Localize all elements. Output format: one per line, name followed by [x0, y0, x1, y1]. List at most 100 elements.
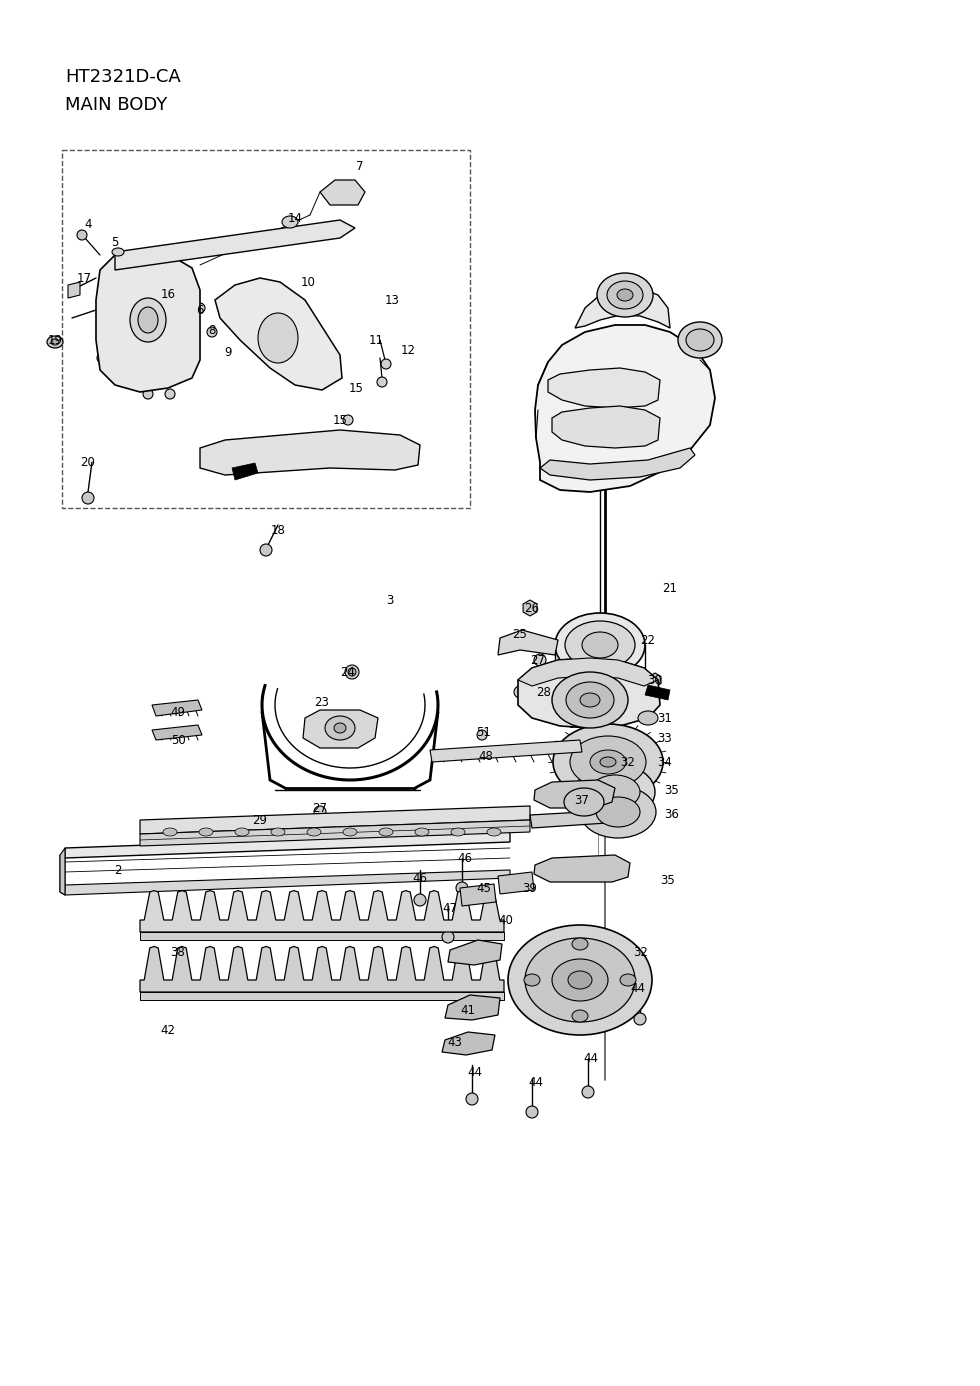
Polygon shape [649, 674, 662, 687]
Text: 31: 31 [658, 711, 672, 725]
Polygon shape [140, 821, 530, 845]
Polygon shape [575, 288, 670, 328]
Text: MAIN BODY: MAIN BODY [65, 96, 168, 114]
Ellipse shape [622, 696, 630, 704]
Ellipse shape [334, 723, 346, 733]
Text: 3: 3 [386, 593, 394, 607]
Ellipse shape [555, 613, 645, 676]
Ellipse shape [590, 750, 626, 773]
Ellipse shape [466, 1094, 478, 1105]
Text: 40: 40 [499, 913, 514, 926]
Text: 35: 35 [664, 783, 679, 797]
Ellipse shape [343, 414, 353, 426]
Polygon shape [630, 764, 642, 778]
Text: 12: 12 [401, 344, 416, 356]
Text: 16: 16 [161, 288, 175, 302]
Polygon shape [140, 891, 504, 931]
Ellipse shape [163, 827, 177, 836]
Ellipse shape [617, 290, 633, 301]
Ellipse shape [580, 786, 656, 839]
Polygon shape [530, 809, 622, 827]
Ellipse shape [552, 672, 628, 728]
Text: 50: 50 [171, 733, 185, 747]
Polygon shape [96, 249, 200, 392]
Text: 13: 13 [384, 294, 400, 306]
Ellipse shape [590, 775, 640, 809]
Ellipse shape [163, 292, 173, 304]
Polygon shape [303, 710, 378, 748]
Polygon shape [645, 685, 670, 700]
Ellipse shape [379, 827, 393, 836]
Ellipse shape [260, 543, 272, 556]
Ellipse shape [415, 827, 429, 836]
Ellipse shape [130, 298, 166, 342]
Text: 33: 33 [658, 732, 672, 744]
Text: 48: 48 [478, 750, 494, 762]
Text: 21: 21 [662, 582, 677, 595]
Ellipse shape [235, 827, 249, 836]
Ellipse shape [550, 696, 558, 704]
Ellipse shape [82, 492, 94, 505]
Ellipse shape [199, 827, 213, 836]
Text: 14: 14 [287, 212, 303, 225]
Text: 49: 49 [171, 705, 185, 718]
Ellipse shape [604, 719, 612, 728]
Text: 35: 35 [661, 873, 675, 887]
Ellipse shape [678, 322, 722, 358]
Ellipse shape [572, 1010, 588, 1021]
Polygon shape [498, 872, 534, 894]
Ellipse shape [553, 723, 663, 800]
Text: 39: 39 [522, 881, 537, 894]
Polygon shape [534, 855, 630, 881]
Text: 19: 19 [47, 334, 63, 346]
Polygon shape [140, 947, 504, 992]
Ellipse shape [607, 281, 643, 309]
Ellipse shape [575, 764, 655, 821]
Ellipse shape [572, 938, 588, 949]
Text: 9: 9 [224, 345, 231, 359]
Ellipse shape [568, 672, 576, 681]
Ellipse shape [570, 736, 646, 789]
Text: 30: 30 [648, 674, 662, 686]
Ellipse shape [143, 389, 153, 399]
Ellipse shape [596, 797, 640, 827]
Ellipse shape [526, 1106, 538, 1119]
Ellipse shape [51, 340, 59, 345]
Text: 25: 25 [513, 628, 527, 642]
Ellipse shape [377, 377, 387, 387]
Ellipse shape [235, 453, 245, 463]
Text: HT2321D-CA: HT2321D-CA [65, 68, 180, 86]
Ellipse shape [604, 672, 612, 681]
Text: 34: 34 [658, 755, 672, 768]
Ellipse shape [600, 757, 616, 766]
Polygon shape [518, 658, 660, 728]
Ellipse shape [552, 959, 608, 1001]
Polygon shape [523, 600, 537, 615]
Polygon shape [548, 369, 660, 407]
Ellipse shape [638, 711, 658, 725]
Text: 20: 20 [80, 456, 95, 468]
Text: 15: 15 [349, 381, 364, 395]
Text: 44: 44 [467, 1066, 482, 1078]
Polygon shape [620, 742, 632, 755]
Ellipse shape [414, 894, 426, 906]
Ellipse shape [350, 435, 360, 445]
Polygon shape [140, 992, 504, 1001]
Polygon shape [442, 1033, 495, 1055]
Polygon shape [535, 324, 715, 492]
Polygon shape [140, 807, 530, 834]
Ellipse shape [314, 807, 326, 818]
Polygon shape [65, 870, 510, 895]
Text: 17: 17 [76, 272, 91, 284]
Polygon shape [552, 406, 660, 448]
Ellipse shape [343, 827, 357, 836]
Ellipse shape [568, 719, 576, 728]
Polygon shape [152, 725, 202, 740]
Ellipse shape [525, 938, 635, 1021]
Text: 2: 2 [115, 863, 122, 876]
Ellipse shape [97, 353, 107, 363]
Bar [62, 150, 470, 509]
Ellipse shape [487, 827, 501, 836]
Text: 6: 6 [196, 304, 204, 316]
Text: 45: 45 [476, 881, 491, 894]
